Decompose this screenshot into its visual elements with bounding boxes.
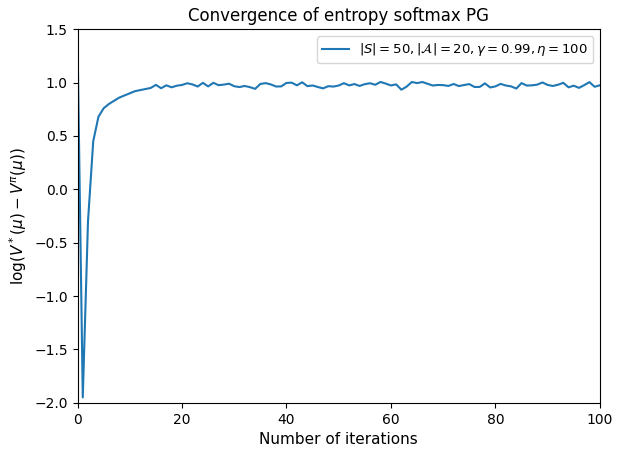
- $|S| = 50, |\mathcal{A}| = 20, \gamma = 0.99, \eta = 100$: [471, 84, 478, 90]
- $|S| = 50, |\mathcal{A}| = 20, \gamma = 0.99, \eta = 100$: [115, 95, 123, 100]
- $|S| = 50, |\mathcal{A}| = 20, \gamma = 0.99, \eta = 100$: [596, 83, 604, 88]
- Legend: $|S| = 50, |\mathcal{A}| = 20, \gamma = 0.99, \eta = 100$: $|S| = 50, |\mathcal{A}| = 20, \gamma = …: [317, 36, 593, 64]
- $|S| = 50, |\mathcal{A}| = 20, \gamma = 0.99, \eta = 100$: [74, 39, 81, 45]
- X-axis label: Number of iterations: Number of iterations: [259, 432, 418, 447]
- Y-axis label: $\log(V^*(\mu) - V^\pi(\mu))$: $\log(V^*(\mu) - V^\pi(\mu))$: [7, 147, 29, 285]
- $|S| = 50, |\mathcal{A}| = 20, \gamma = 0.99, \eta = 100$: [445, 83, 452, 89]
- $|S| = 50, |\mathcal{A}| = 20, \gamma = 0.99, \eta = 100$: [319, 86, 327, 91]
- $|S| = 50, |\mathcal{A}| = 20, \gamma = 0.99, \eta = 100$: [79, 395, 87, 400]
- $|S| = 50, |\mathcal{A}| = 20, \gamma = 0.99, \eta = 100$: [392, 82, 400, 87]
- $|S| = 50, |\mathcal{A}| = 20, \gamma = 0.99, \eta = 100$: [210, 80, 217, 85]
- Title: Convergence of entropy softmax PG: Convergence of entropy softmax PG: [188, 7, 489, 25]
- Line: $|S| = 50, |\mathcal{A}| = 20, \gamma = 0.99, \eta = 100$: $|S| = 50, |\mathcal{A}| = 20, \gamma = …: [78, 42, 600, 397]
